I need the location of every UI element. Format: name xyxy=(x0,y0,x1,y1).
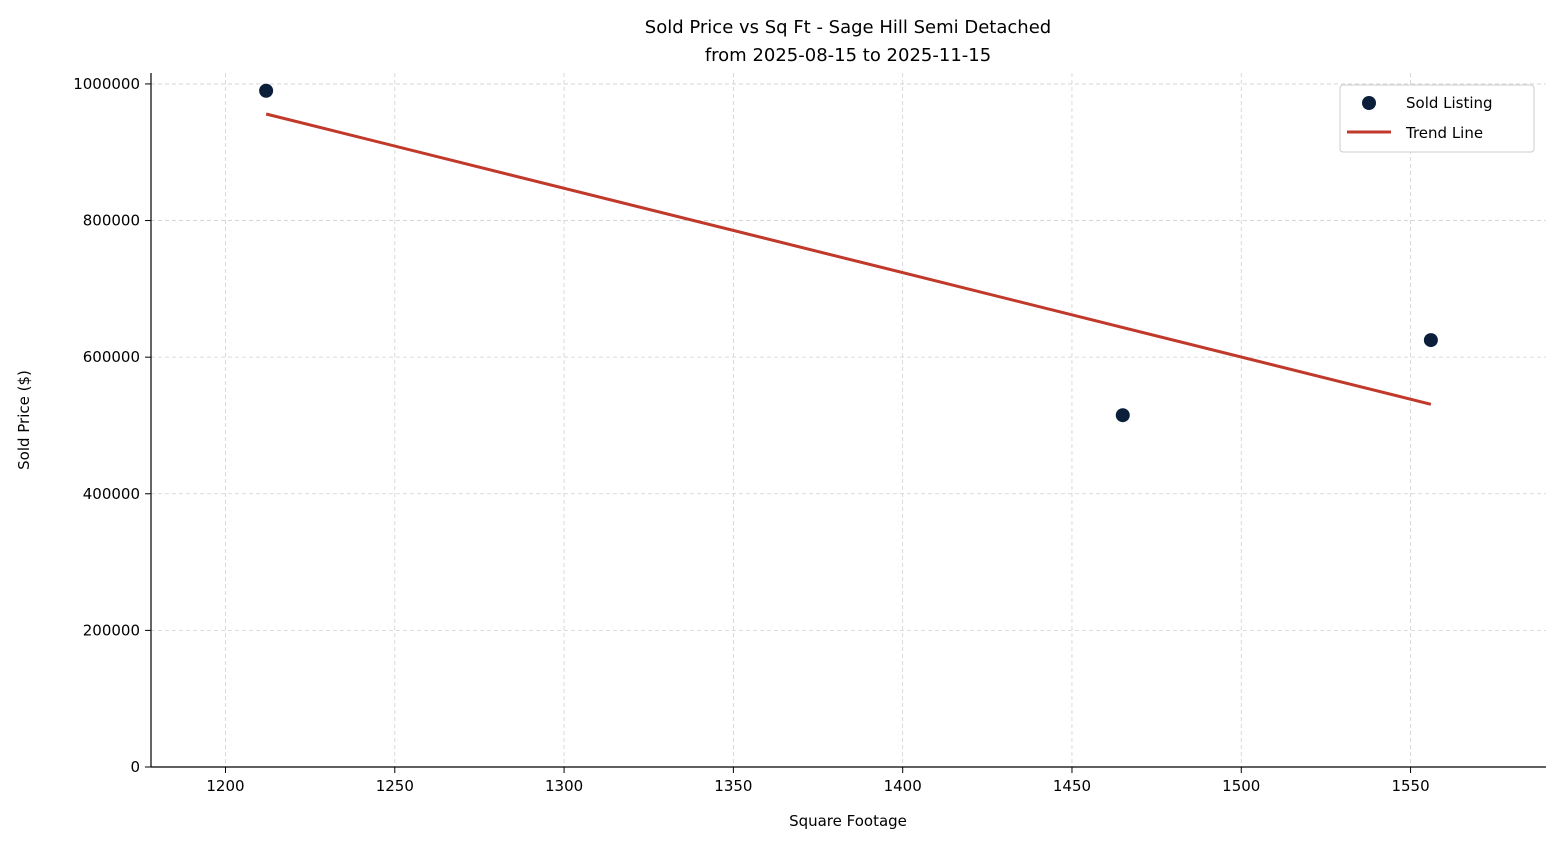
y-tick-label: 800000 xyxy=(83,212,140,230)
legend-marker-sold-listing xyxy=(1362,96,1376,110)
x-tick-label: 1400 xyxy=(884,777,922,795)
y-axis-label: Sold Price ($) xyxy=(15,370,33,470)
legend-label-sold-listing: Sold Listing xyxy=(1406,94,1493,112)
x-tick-label: 1450 xyxy=(1053,777,1091,795)
sold-listing-point xyxy=(1115,408,1130,423)
y-tick-label: 400000 xyxy=(83,485,140,503)
x-tick-label: 1350 xyxy=(714,777,752,795)
chart-subtitle: from 2025-08-15 to 2025-11-15 xyxy=(705,45,991,66)
sold-listing-point xyxy=(1423,333,1438,348)
trend-line xyxy=(265,112,1432,406)
x-tick-label: 1500 xyxy=(1222,777,1260,795)
plot-marks xyxy=(259,83,1438,423)
y-tick-label: 600000 xyxy=(83,348,140,366)
x-tick-label: 1250 xyxy=(376,777,414,795)
x-tick-label: 1550 xyxy=(1391,777,1429,795)
chart-title: Sold Price vs Sq Ft - Sage Hill Semi Det… xyxy=(645,17,1051,38)
y-tick-label: 200000 xyxy=(83,621,140,639)
sold-listing-point xyxy=(259,83,274,98)
legend-box xyxy=(1339,84,1535,153)
grid xyxy=(151,73,1546,768)
ticks: 1200 1250 1300 1350 1400 1450 1500 1550 0 200000 4… xyxy=(73,75,1429,795)
legend: Sold Listing Trend Line xyxy=(1339,84,1535,153)
x-axis-label: Square Footage xyxy=(789,812,907,830)
x-tick-label: 1300 xyxy=(545,777,583,795)
y-tick-label: 1000000 xyxy=(73,75,140,93)
legend-label-trend-line: Trend Line xyxy=(1405,124,1483,142)
x-tick-label: 1200 xyxy=(206,777,244,795)
y-tick-label: 0 xyxy=(130,758,140,776)
